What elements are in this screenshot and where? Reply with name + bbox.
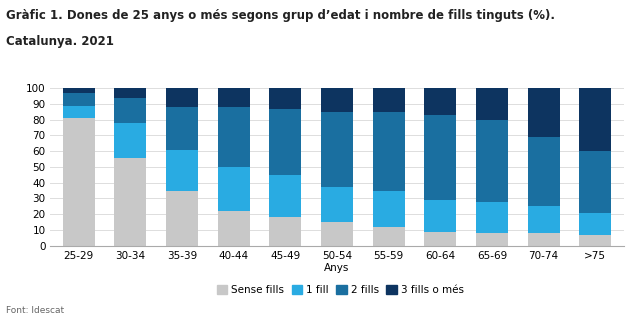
Bar	[166, 150, 198, 191]
Bar	[425, 232, 456, 246]
Text: Catalunya. 2021: Catalunya. 2021	[6, 35, 114, 48]
Bar	[166, 107, 198, 150]
Bar	[115, 158, 146, 246]
Bar	[63, 93, 95, 106]
Bar	[476, 202, 508, 233]
Bar	[115, 88, 146, 98]
Bar	[270, 109, 301, 175]
Bar	[63, 88, 95, 93]
Bar	[218, 107, 249, 167]
Bar	[528, 137, 559, 206]
Bar	[321, 112, 353, 187]
Bar	[321, 222, 353, 246]
Bar	[579, 213, 611, 235]
X-axis label: Anys: Anys	[324, 263, 350, 273]
Bar	[373, 112, 404, 191]
Bar	[321, 88, 353, 112]
Bar	[270, 175, 301, 217]
Bar	[63, 118, 95, 246]
Bar	[528, 206, 559, 233]
Bar	[270, 217, 301, 246]
Bar	[166, 191, 198, 246]
Bar	[218, 88, 249, 107]
Bar	[166, 88, 198, 107]
Bar	[270, 88, 301, 109]
Bar	[425, 115, 456, 200]
Bar	[218, 211, 249, 246]
Bar	[579, 88, 611, 151]
Bar	[115, 98, 146, 123]
Bar	[321, 187, 353, 222]
Bar	[476, 120, 508, 202]
Bar	[476, 88, 508, 120]
Legend: Sense fills, 1 fill, 2 fills, 3 fills o més: Sense fills, 1 fill, 2 fills, 3 fills o …	[215, 283, 466, 297]
Bar	[528, 88, 559, 137]
Text: Font: Idescat: Font: Idescat	[6, 306, 64, 315]
Bar	[115, 123, 146, 158]
Bar	[218, 167, 249, 211]
Bar	[528, 233, 559, 246]
Bar	[425, 88, 456, 115]
Bar	[373, 227, 404, 246]
Text: Gràfic 1. Dones de 25 anys o més segons grup d’edat i nombre de fills tinguts (%: Gràfic 1. Dones de 25 anys o més segons …	[6, 9, 555, 22]
Bar	[63, 106, 95, 118]
Bar	[579, 151, 611, 213]
Bar	[476, 233, 508, 246]
Bar	[579, 235, 611, 246]
Bar	[373, 191, 404, 227]
Bar	[373, 88, 404, 112]
Bar	[425, 200, 456, 232]
